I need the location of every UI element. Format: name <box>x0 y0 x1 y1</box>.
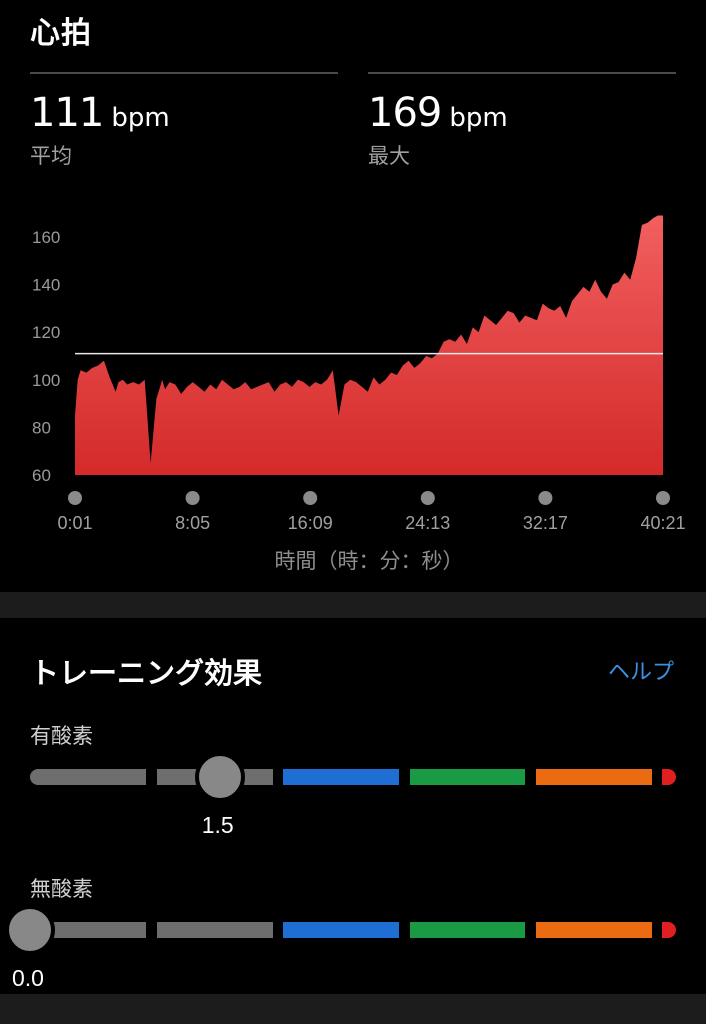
y-tick-label: 140 <box>32 276 60 295</box>
scale-segment <box>157 922 273 938</box>
x-tick-dot <box>538 491 553 505</box>
avg-heart-rate-value: 111 <box>30 90 104 136</box>
scale-segment <box>30 769 146 785</box>
avg-divider <box>30 72 338 74</box>
x-tick-label: 0:01 <box>57 513 92 533</box>
x-tick-dot <box>185 491 200 505</box>
heart-rate-section: 心拍 111 bpm 平均 169 bpm 最大 60 80 100 120 140 160 … <box>0 16 706 573</box>
max-heart-rate-unit: bpm <box>449 103 508 133</box>
y-axis-ticks: 60 80 100 120 140 160 <box>32 228 60 485</box>
scale-segment <box>283 769 399 785</box>
max-heart-rate: 169 bpm <box>368 90 508 136</box>
scale-segment <box>410 769 525 785</box>
anaerobic-label: 無酸素 <box>30 877 93 901</box>
training-effect-title: トレーニング効果 <box>30 656 263 690</box>
aerobic-value: 1.5 <box>201 812 234 838</box>
max-heart-rate-value: 169 <box>368 90 442 136</box>
x-axis-title: 時間（時：分：秒） <box>274 549 464 573</box>
x-tick-label: 8:05 <box>175 513 210 533</box>
heart-rate-chart[interactable]: 60 80 100 120 140 160 0:01 8:05 16:09 24:13 32:17… <box>0 215 706 540</box>
avg-heart-rate-label: 平均 <box>30 144 72 168</box>
y-tick-label: 100 <box>32 371 60 390</box>
section-separator <box>0 592 706 618</box>
scale-segment <box>283 922 399 938</box>
x-axis-ticks: 0:01 8:05 16:09 24:13 32:17 40:21 <box>57 491 686 533</box>
scale-segment <box>30 922 146 938</box>
heart-rate-title: 心拍 <box>30 16 92 51</box>
x-tick-dot <box>303 491 318 505</box>
scale-segment <box>662 769 676 785</box>
aerobic-slider-knob[interactable] <box>194 752 245 802</box>
anaerobic-scale[interactable] <box>30 922 676 938</box>
training-effect-section: トレーニング効果 ヘルプ 有酸素 1.5 無酸素 0.0 <box>0 618 706 994</box>
x-tick-dot <box>656 491 670 505</box>
x-tick-label: 40:21 <box>640 513 685 533</box>
anaerobic-value: 0.0 <box>12 965 44 991</box>
y-tick-label: 80 <box>32 418 51 437</box>
scale-segment <box>410 922 525 938</box>
scale-segment <box>536 769 652 785</box>
x-tick-label: 32:17 <box>523 513 568 533</box>
aerobic-scale[interactable] <box>30 769 676 785</box>
help-link[interactable]: ヘルプ <box>607 660 674 685</box>
y-tick-label: 60 <box>32 466 51 485</box>
heart-rate-area <box>75 215 663 475</box>
scale-segment <box>662 922 676 938</box>
max-heart-rate-label: 最大 <box>368 144 410 168</box>
avg-heart-rate: 111 bpm <box>30 90 170 136</box>
y-tick-label: 160 <box>32 228 60 247</box>
x-tick-label: 24:13 <box>405 513 450 533</box>
max-divider <box>368 72 676 74</box>
anaerobic-slider-knob[interactable] <box>5 905 55 955</box>
x-tick-label: 16:09 <box>288 513 333 533</box>
bottom-band <box>0 994 706 1024</box>
y-tick-label: 120 <box>32 323 60 342</box>
aerobic-label: 有酸素 <box>30 724 93 748</box>
scale-segment <box>536 922 652 938</box>
avg-heart-rate-unit: bpm <box>111 103 170 133</box>
x-tick-dot <box>420 491 435 505</box>
x-tick-dot <box>68 491 82 505</box>
